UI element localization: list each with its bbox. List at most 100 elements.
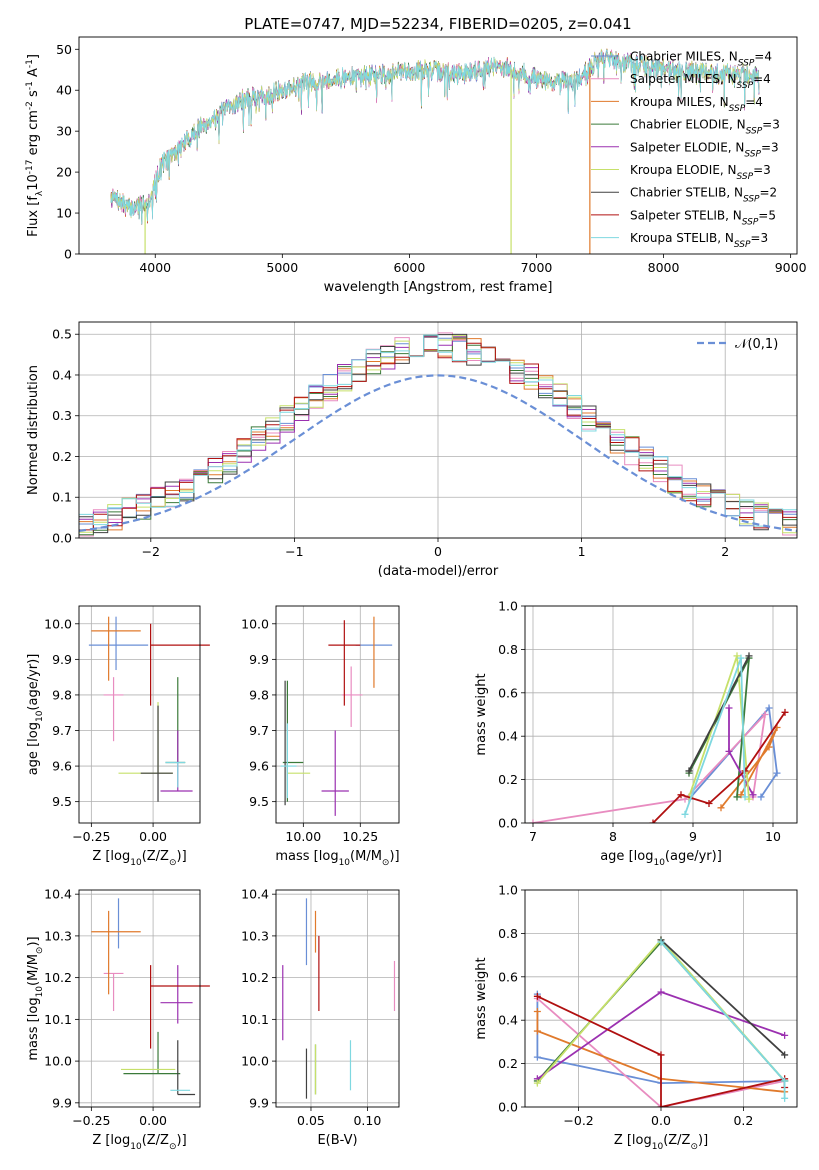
weight-marker: [741, 793, 749, 801]
axes-frame: [78, 605, 201, 824]
y-tick-label: 0.5: [52, 327, 72, 342]
histogram-kroupa-stelib-n-3: [79, 334, 797, 537]
weight-marker: [765, 743, 773, 751]
y-tick-label: 0.2: [498, 772, 518, 787]
x-axis-label: Z [log10(Z/Z⊙)]: [614, 1133, 708, 1152]
weight-marker: [761, 711, 769, 718]
weight-marker: [657, 938, 665, 946]
weight-marker: [717, 804, 725, 812]
y-tick-label: 0.6: [498, 969, 518, 984]
y-tick-label: 9.8: [249, 687, 269, 702]
x-axis-label: Z [log10(Z/Z⊙)]: [92, 1133, 186, 1152]
panel-age_vs_Z: −0.25 0.00 9.5 9.6 9.7 9.8 9.9 10.0 Z [log10(Z/Z…: [26, 605, 210, 868]
panel-mass_weight_vs_Z: −0.2 0.0 0.2 0.0 0.2 0.4 0.6 0.8 1.0 Z [log10(Z/Z…: [474, 883, 798, 1152]
y-tick-label: 10.3: [241, 928, 269, 943]
legend-label: Kroupa ELODIE, NSSP=3: [630, 163, 771, 182]
x-tick-label: 2: [721, 544, 729, 559]
y-axis-label: mass weight: [474, 673, 489, 755]
y-tick-label: 9.6: [249, 759, 269, 774]
y-axis-label: Normed distribution: [26, 365, 41, 495]
x-axis-label: (data-model)/error: [378, 564, 499, 579]
y-tick-label: 10.2: [44, 970, 72, 985]
y-tick-label: 9.9: [249, 1095, 269, 1110]
spectrum-line-kroupa-stelib-n-3: [110, 49, 760, 224]
weight-marker: [733, 652, 741, 660]
plot-area: [529, 652, 789, 823]
x-tick-label: 10: [765, 829, 781, 844]
y-tick-label: 10.3: [44, 928, 72, 943]
y-tick-label: 10.4: [241, 887, 269, 902]
x-tick-label: −1: [285, 544, 303, 559]
normal-curve: [79, 374, 797, 532]
weight-marker: [677, 791, 685, 799]
weight-marker: [773, 769, 781, 777]
weight-marker: [533, 1027, 541, 1035]
weight-marker: [705, 799, 713, 807]
x-tick-label: 0.10: [353, 1113, 381, 1128]
axes-frame: [524, 605, 798, 824]
legend-label: Chabrier MILES, NSSP=4: [630, 50, 772, 69]
y-tick-label: 20: [56, 165, 72, 180]
legend-label: Salpeter ELODIE, NSSP=3: [630, 140, 779, 159]
panel-residuals: −2 −1 0 1 2 0.0 0.1 0.2 0.3 0.4 0.5 (data-model)/er…: [26, 321, 798, 579]
axes-frame: [78, 36, 798, 255]
weight-line-kroupa-miles-n-4: [536, 1011, 785, 1093]
legend-label: 𝒩(0,1): [735, 337, 778, 352]
y-tick-label: 9.7: [52, 723, 72, 738]
plot-area: [79, 332, 797, 537]
weight-marker: [533, 992, 541, 1000]
weight-marker: [533, 1053, 541, 1061]
plot-area: [533, 936, 789, 1107]
x-tick-label: 7000: [521, 260, 553, 275]
panel-spectrum: 4000 5000 6000 7000 8000 9000 0 10 20 30 40 50 wavel…: [25, 36, 807, 295]
weight-marker: [533, 1008, 541, 1016]
y-tick-label: 9.9: [52, 1095, 72, 1110]
weight-marker: [657, 1103, 665, 1107]
x-tick-label: 10.00: [285, 829, 321, 844]
x-tick-label: −0.2: [563, 1113, 593, 1128]
y-tick-label: 1.0: [498, 599, 518, 614]
y-tick-label: 50: [56, 42, 72, 57]
x-tick-label: −0.25: [72, 829, 110, 844]
weight-marker: [725, 747, 733, 755]
y-axis-label: mass [log10(M/M⊙)]: [26, 936, 45, 1060]
legend: Chabrier MILES, NSSP=4 Salpeter MILES, NS…: [591, 50, 780, 250]
x-tick-label: 0.2: [733, 1113, 753, 1128]
y-tick-label: 0.2: [498, 1056, 518, 1071]
y-tick-label: 9.7: [249, 723, 269, 738]
y-tick-label: 10.0: [44, 1054, 72, 1069]
weight-marker: [745, 652, 753, 660]
y-tick-label: 10.1: [44, 1012, 72, 1027]
y-tick-label: 9.6: [52, 759, 72, 774]
x-tick-label: 10.25: [342, 829, 378, 844]
y-tick-label: 10.0: [241, 616, 269, 631]
x-tick-label: 0.00: [139, 1113, 167, 1128]
weight-marker: [685, 767, 693, 775]
weight-marker: [529, 819, 537, 823]
y-tick-label: 30: [56, 124, 72, 139]
legend-label: Kroupa STELIB, NSSP=3: [630, 231, 768, 250]
x-tick-label: 9000: [775, 260, 807, 275]
y-tick-label: 0.8: [498, 926, 518, 941]
x-tick-label: 6000: [394, 260, 426, 275]
axes-frame: [275, 605, 400, 824]
weight-marker: [745, 795, 753, 803]
weight-marker: [725, 704, 733, 712]
legend-label: Chabrier ELODIE, NSSP=3: [630, 118, 780, 137]
y-tick-label: 0.2: [52, 449, 72, 464]
weight-marker: [737, 791, 745, 799]
x-tick-label: 0.05: [297, 1113, 325, 1128]
y-tick-label: 10.4: [44, 887, 72, 902]
weight-marker: [533, 1079, 541, 1087]
y-tick-label: 0.4: [52, 367, 72, 382]
y-tick-label: 0: [64, 247, 72, 262]
panel-mass_weight_vs_age: 7 8 9 10 0.0 0.2 0.4 0.6 0.8 1.0 age [log10(age/yr…: [474, 599, 798, 868]
x-tick-label: 7: [529, 829, 537, 844]
axes-frame: [78, 889, 201, 1108]
y-tick-label: 0.4: [498, 1013, 518, 1028]
x-tick-label: 0.0: [651, 1113, 671, 1128]
weight-marker: [781, 708, 789, 716]
panel-age_vs_mass: 10.00 10.25 9.5 9.6 9.7 9.8 9.9 10.0 mass [log10…: [241, 605, 400, 868]
weight-marker: [781, 1031, 789, 1039]
